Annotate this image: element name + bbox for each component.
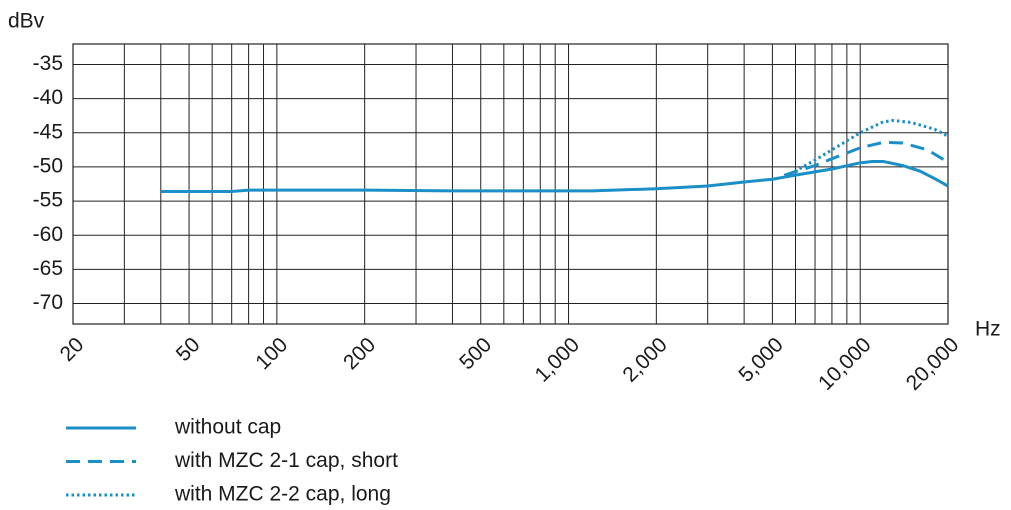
x-tick-label: 20,000 [902, 333, 964, 395]
x-axis-label: Hz [975, 318, 1001, 341]
x-tick-label: 50 [172, 333, 205, 366]
y-tick-label: -40 [33, 86, 63, 109]
x-tick-label: 1,000 [531, 333, 584, 386]
x-tick-label: 2,000 [618, 333, 671, 386]
series-line [783, 118, 949, 178]
x-tick-label: 200 [339, 333, 380, 374]
legend-label: with MZC 2-2 cap, long [174, 483, 391, 506]
y-tick-label: -60 [33, 223, 63, 246]
x-tick-label: 20 [56, 333, 89, 366]
y-tick-label: -70 [33, 291, 63, 314]
y-axis-label: dBv [8, 10, 45, 33]
y-tick-label: -35 [33, 52, 63, 75]
legend-label: with MZC 2-1 cap, short [174, 449, 398, 472]
x-tick-label: 500 [455, 333, 496, 374]
y-tick-label: -50 [33, 154, 63, 177]
y-tick-label: -45 [33, 120, 63, 143]
x-tick-label: 5,000 [734, 333, 787, 386]
series-line [784, 140, 949, 177]
y-tick-label: -65 [33, 257, 63, 280]
x-tick-label: 100 [251, 333, 292, 374]
y-tick-label: -55 [33, 189, 63, 212]
plot-frame [72, 43, 949, 325]
x-tick-label: 10,000 [814, 333, 876, 395]
series-line [160, 159, 949, 194]
legend-label: without cap [174, 416, 281, 439]
